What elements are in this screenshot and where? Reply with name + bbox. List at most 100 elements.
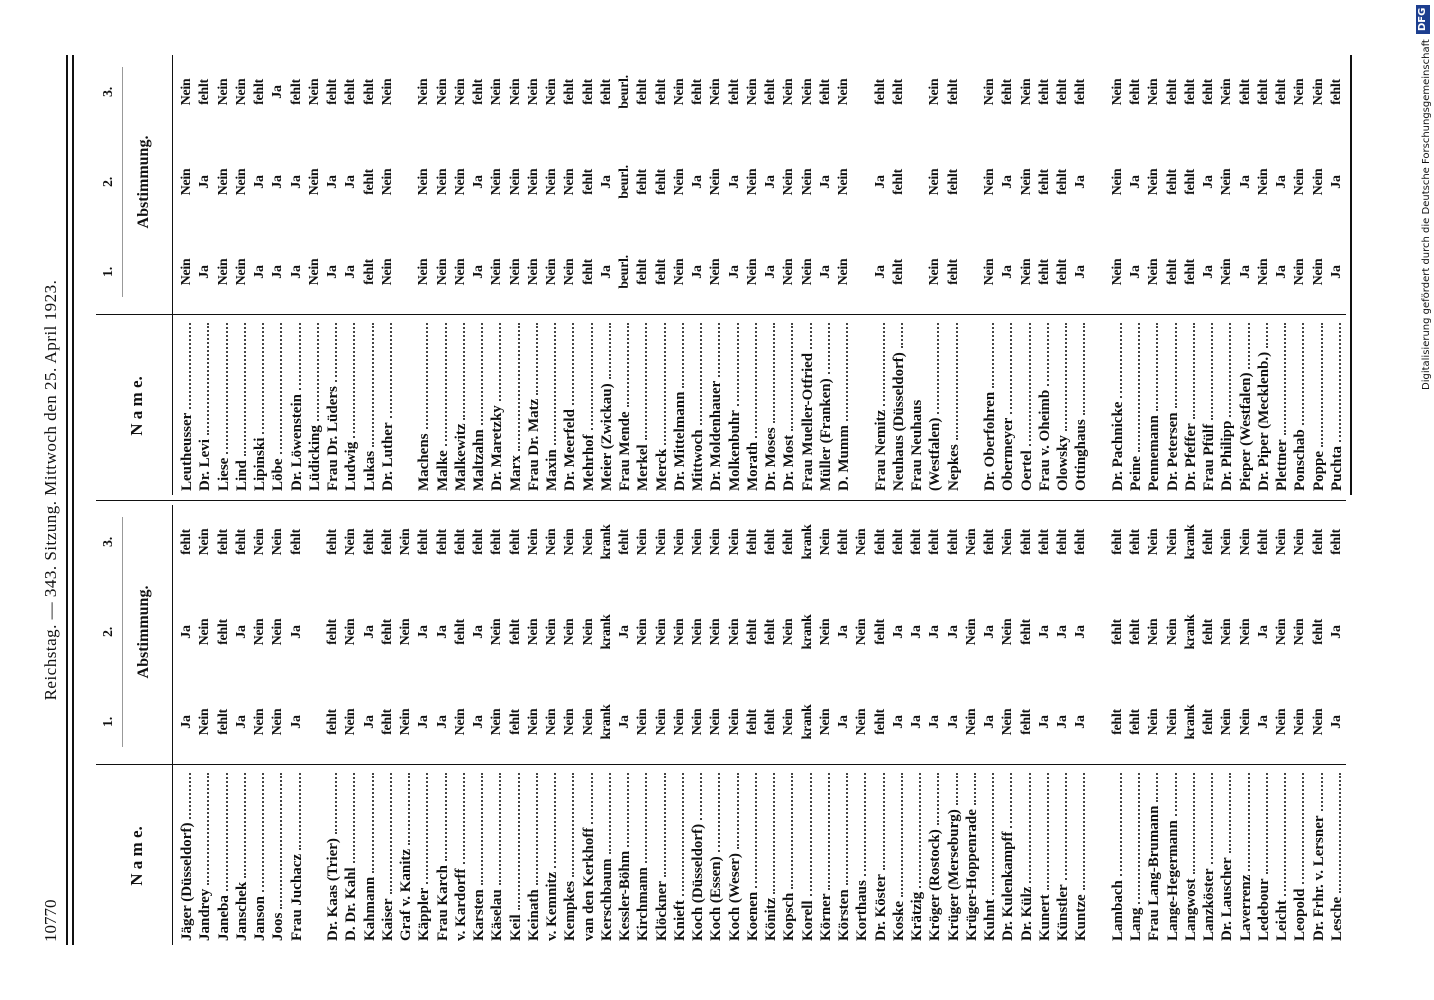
dot-leader	[298, 323, 301, 391]
vote-cell: Nein	[507, 168, 523, 196]
member-name: van den Kerkhoff	[580, 771, 598, 941]
name-text: Dr. Frhr. v. Lersner	[1310, 815, 1327, 941]
vote-cell: Nein	[726, 618, 742, 646]
dot-leader	[754, 773, 757, 888]
vote-cell: krank	[598, 614, 614, 650]
name-text: v. Kardorff	[452, 868, 469, 942]
dot-leader	[1046, 323, 1049, 386]
vote-cell: Nein	[1292, 528, 1308, 556]
name-text: Dr. Kulenkampff	[1000, 831, 1017, 941]
vote-cell: krank	[799, 704, 815, 740]
vote-cell: Ja	[361, 715, 377, 729]
vote-cell: Nein	[233, 78, 249, 106]
name-text: Dr. Levi	[197, 439, 214, 491]
dot-leader	[189, 323, 191, 409]
vote-cell: Nein	[1164, 708, 1180, 736]
name-text: Dr. Petersen	[1164, 412, 1181, 491]
vote-cell: Nein	[1274, 528, 1289, 556]
vote-cell: Nein	[781, 168, 797, 196]
name-text: Dr. Mittelmann	[671, 391, 688, 491]
vote-cell: Nein	[580, 528, 596, 556]
dot-leader	[919, 773, 921, 888]
vote-cell: krank	[1182, 614, 1198, 650]
dot-leader	[882, 323, 885, 406]
vote-cell: Nein	[854, 528, 870, 556]
vote-cell: Nein	[799, 168, 815, 196]
vote-cell: fehlt	[288, 529, 304, 555]
vote-cell: fehlt	[890, 259, 906, 285]
vote-cell: fehlt	[325, 709, 340, 735]
vote-header: Abstimmung.	[135, 585, 152, 679]
vote-cell: Nein	[544, 258, 559, 286]
vote-cell: Nein	[507, 78, 523, 106]
dot-leader	[572, 773, 575, 877]
vote-cell: fehlt	[471, 529, 486, 555]
vote-number: 2.	[101, 627, 116, 637]
member-name: Poppe	[1310, 321, 1328, 491]
member-name: Kunert	[1036, 771, 1054, 941]
member-name: Dr. Köster	[872, 771, 890, 941]
member-name: Janson	[251, 771, 269, 941]
name-text: Dr. Pachnicke	[1109, 401, 1126, 491]
vote-cell: Ja	[197, 175, 213, 189]
name-text: Janeba	[215, 895, 232, 941]
member-name: Lang	[1127, 771, 1145, 941]
member-name: Lange-Hegermann	[1164, 771, 1182, 941]
dot-leader	[1211, 773, 1213, 865]
vote-cell: Nein	[1237, 618, 1253, 646]
vote-cell: Ja	[1000, 265, 1016, 279]
dot-leader	[426, 323, 429, 430]
vote-cell: Nein	[179, 78, 194, 106]
vote-cell: fehlt	[343, 79, 359, 105]
vote-cell: Nein	[525, 528, 541, 556]
name-text: Dr. Piper (Mecklenb.)	[1255, 351, 1272, 491]
vote-cell: fehlt	[1182, 79, 1198, 105]
name-text: Löbe	[270, 458, 287, 491]
vote-cell: fehlt	[982, 529, 997, 555]
vote-cell: fehlt	[836, 529, 851, 555]
vote-cell: Ja	[1328, 265, 1344, 279]
name-text: Dr. Pfeffer	[1182, 423, 1199, 491]
member-name: Leicht	[1273, 771, 1291, 941]
member-name: Meier (Zwickau)	[598, 321, 616, 491]
vote-cell: Nein	[379, 78, 395, 106]
name-text: Kerschbaum	[598, 858, 615, 942]
vote-cell: Nein	[1219, 78, 1235, 106]
name-text: Plettner	[1274, 439, 1290, 491]
dot-leader	[335, 773, 337, 835]
vote-cell: Nein	[544, 528, 559, 556]
vote-cell: Ja	[179, 625, 194, 639]
member-name: Knieft	[671, 771, 689, 941]
vote-cell: Nein	[270, 618, 286, 646]
vote-cell: fehlt	[452, 529, 468, 555]
name-text: Dr. Lauscher	[1219, 857, 1236, 941]
vote-cell: Nein	[1219, 168, 1235, 196]
vote-cell: Nein	[179, 168, 194, 196]
member-name: Dr. Luther	[379, 321, 397, 491]
dot-leader	[481, 773, 483, 886]
vote-cell: fehlt	[617, 529, 632, 555]
member-name: Lesche	[1328, 771, 1346, 941]
name-text: Maltzahn	[471, 429, 487, 491]
name-text: Machens	[416, 433, 433, 492]
name-text: Ottinghaus	[1073, 419, 1090, 491]
member-name: Keil	[507, 771, 525, 941]
vote-cell: Nein	[671, 528, 687, 556]
member-name: Jäger (Düsseldorf)	[178, 771, 196, 941]
dot-leader	[554, 773, 556, 868]
vote-cell: Ja	[343, 265, 359, 279]
member-name: Frau v. Oheimb	[1036, 321, 1054, 491]
vote-cell: fehlt	[781, 529, 797, 555]
vote-cell: Ja	[836, 715, 851, 729]
vote-cell: Nein	[1018, 168, 1034, 196]
vote-cell: fehlt	[233, 529, 249, 555]
member-name: v. Kemnitz	[543, 771, 561, 941]
vote-cell: fehlt	[635, 169, 651, 195]
dot-leader	[736, 323, 739, 407]
vote-cell: Ja	[1073, 265, 1089, 279]
name-text: Liese	[215, 457, 232, 491]
vote-cell: Nein	[215, 258, 231, 286]
name-text: Lambach	[1109, 880, 1126, 941]
vote-cell: Nein	[525, 78, 541, 106]
